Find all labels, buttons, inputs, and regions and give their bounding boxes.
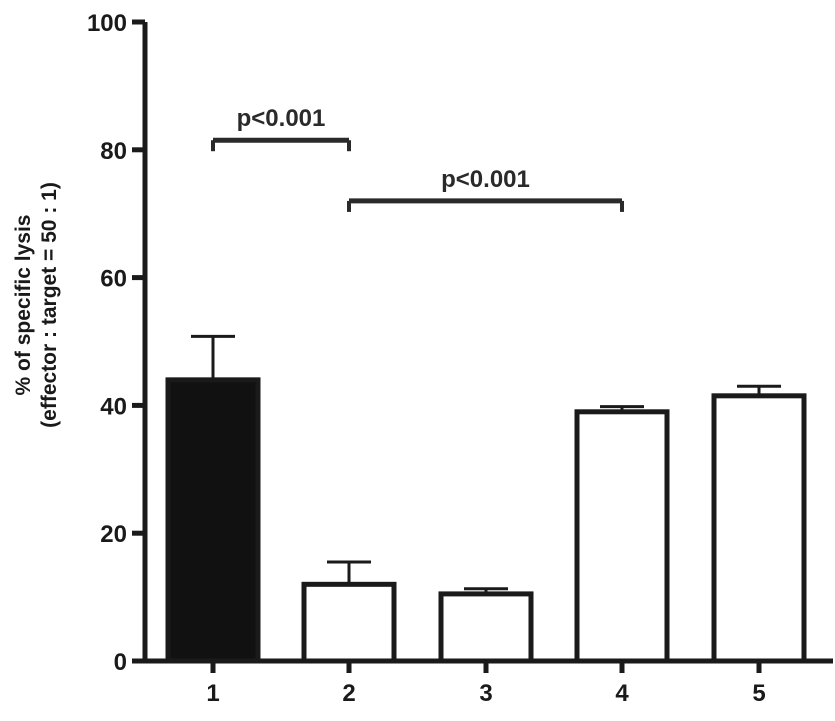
bar-1 — [165, 377, 261, 664]
bar-5 — [711, 393, 807, 664]
significance-bracket: p<0.001 — [347, 166, 624, 212]
x-tick-label: 5 — [752, 680, 765, 707]
y-tick-label: 80 — [100, 138, 127, 165]
significance-bracket: p<0.001 — [211, 105, 351, 152]
bar-3 — [438, 591, 534, 664]
significance-label: p<0.001 — [237, 105, 326, 132]
plot-area: 0 20 40 60 80 100 1 2 3 4 5 p<0.001 p<0.001 — [87, 10, 833, 707]
significance-label: p<0.001 — [441, 166, 530, 193]
y-axis-title: % of specific lysis (effector : target =… — [12, 182, 61, 428]
bar-2 — [301, 581, 397, 664]
y-tick-label: 60 — [100, 266, 127, 293]
x-tick-label: 3 — [479, 680, 492, 707]
y-axis-title-line2: (effector : target = 50 : 1) — [38, 182, 61, 428]
y-tick-label: 100 — [87, 10, 127, 37]
x-tick-label: 1 — [206, 680, 219, 707]
y-axis-title-line1: % of specific lysis — [12, 215, 35, 396]
y-tick-label: 0 — [114, 649, 127, 676]
y-tick-label: 20 — [100, 521, 127, 548]
x-tick-label: 2 — [342, 680, 355, 707]
y-tick-label: 40 — [100, 393, 127, 420]
bar-4 — [574, 409, 670, 664]
x-tick-label: 4 — [615, 680, 629, 707]
